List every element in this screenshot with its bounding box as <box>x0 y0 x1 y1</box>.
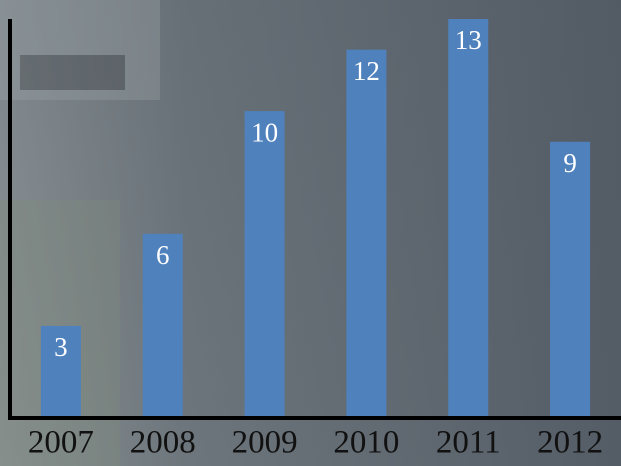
bar <box>40 325 81 418</box>
x-tick-label: 2012 <box>537 425 603 461</box>
x-tick-label: 2008 <box>130 425 196 461</box>
bar <box>550 141 591 418</box>
x-tick-label: 2007 <box>28 425 94 461</box>
data-label: 6 <box>156 240 170 270</box>
x-tick-label: 2009 <box>232 425 298 461</box>
bar <box>448 19 489 418</box>
data-label: 13 <box>455 25 482 55</box>
x-tick-label: 2010 <box>333 425 399 461</box>
x-tick-label: 2011 <box>436 425 501 461</box>
data-label: 12 <box>353 56 380 86</box>
bar <box>346 49 387 418</box>
data-label: 10 <box>251 117 278 147</box>
data-label: 9 <box>563 148 577 178</box>
bar <box>244 111 285 419</box>
bar <box>142 233 183 418</box>
data-label: 3 <box>54 332 68 362</box>
